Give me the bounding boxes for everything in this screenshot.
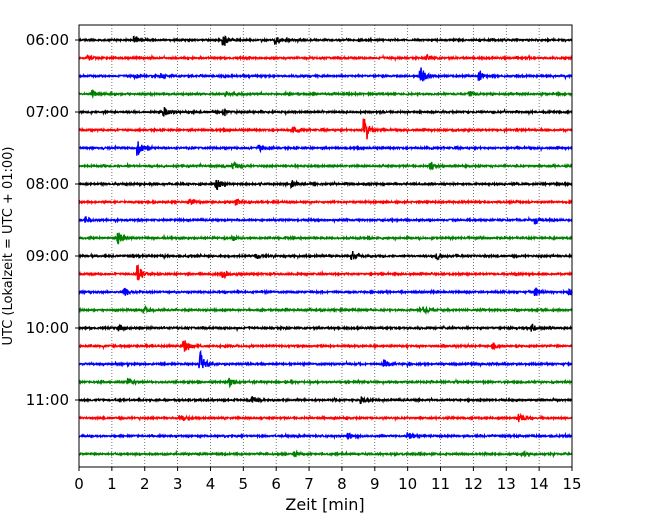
x-tick-label: 11 bbox=[431, 475, 450, 493]
x-tick-label: 10 bbox=[398, 475, 417, 493]
trace-line bbox=[78, 215, 573, 226]
trace-line bbox=[78, 107, 573, 117]
trace-line bbox=[78, 160, 573, 171]
y-tick-label: 10:00 bbox=[26, 319, 69, 337]
y-tick-label: 11:00 bbox=[26, 391, 69, 409]
trace-line bbox=[78, 53, 573, 63]
x-axis-title: Zeit [min] bbox=[285, 495, 364, 514]
trace-line bbox=[78, 232, 573, 245]
x-tick-label: 2 bbox=[140, 475, 150, 493]
y-tick-label: 06:00 bbox=[26, 31, 69, 49]
trace-line bbox=[78, 89, 573, 100]
trace-line bbox=[78, 395, 573, 405]
seismogram-traces bbox=[78, 35, 573, 459]
x-tick-label: 8 bbox=[337, 475, 347, 493]
trace-line bbox=[78, 449, 573, 459]
trace-line bbox=[78, 287, 573, 296]
trace-line bbox=[78, 304, 573, 315]
y-axis-title: UTC (Lokalzeit = UTC + 01:00) bbox=[1, 147, 16, 346]
trace-line bbox=[78, 67, 573, 82]
trace-line bbox=[78, 412, 573, 423]
trace-line bbox=[78, 179, 573, 190]
trace-line bbox=[78, 340, 573, 352]
y-tick-label: 07:00 bbox=[26, 103, 69, 121]
x-tick-label: 15 bbox=[562, 475, 581, 493]
trace-line bbox=[78, 264, 573, 281]
trace-line bbox=[78, 118, 573, 140]
trace-line bbox=[78, 198, 573, 206]
y-tick-label: 08:00 bbox=[26, 175, 69, 193]
y-tick-label: 09:00 bbox=[26, 247, 69, 265]
x-tick-label: 12 bbox=[464, 475, 483, 493]
x-tick-label: 14 bbox=[530, 475, 549, 493]
x-tick-label: 5 bbox=[239, 475, 249, 493]
plot-frame bbox=[78, 24, 573, 468]
x-tick-label: 9 bbox=[370, 475, 380, 493]
x-tick-label: 7 bbox=[304, 475, 314, 493]
trace-line bbox=[78, 431, 573, 441]
x-tick-label: 3 bbox=[173, 475, 183, 493]
x-tick-label: 1 bbox=[107, 475, 117, 493]
x-axis: 0 1 2 3 4 5 6 7 8 9 10 11 12 13 14 15 bbox=[74, 467, 582, 493]
y-axis: 06:00 07:00 08:00 09:00 10:00 11:00 bbox=[26, 31, 79, 409]
trace-line bbox=[78, 349, 573, 369]
trace-line bbox=[78, 251, 573, 261]
trace-line bbox=[78, 141, 573, 156]
x-tick-label: 13 bbox=[497, 475, 516, 493]
x-tick-label: 4 bbox=[206, 475, 216, 493]
trace-line bbox=[78, 35, 573, 46]
trace-line bbox=[78, 377, 573, 389]
x-tick-label: 0 bbox=[74, 475, 84, 493]
trace-line bbox=[78, 323, 573, 333]
x-tick-label: 6 bbox=[271, 475, 281, 493]
